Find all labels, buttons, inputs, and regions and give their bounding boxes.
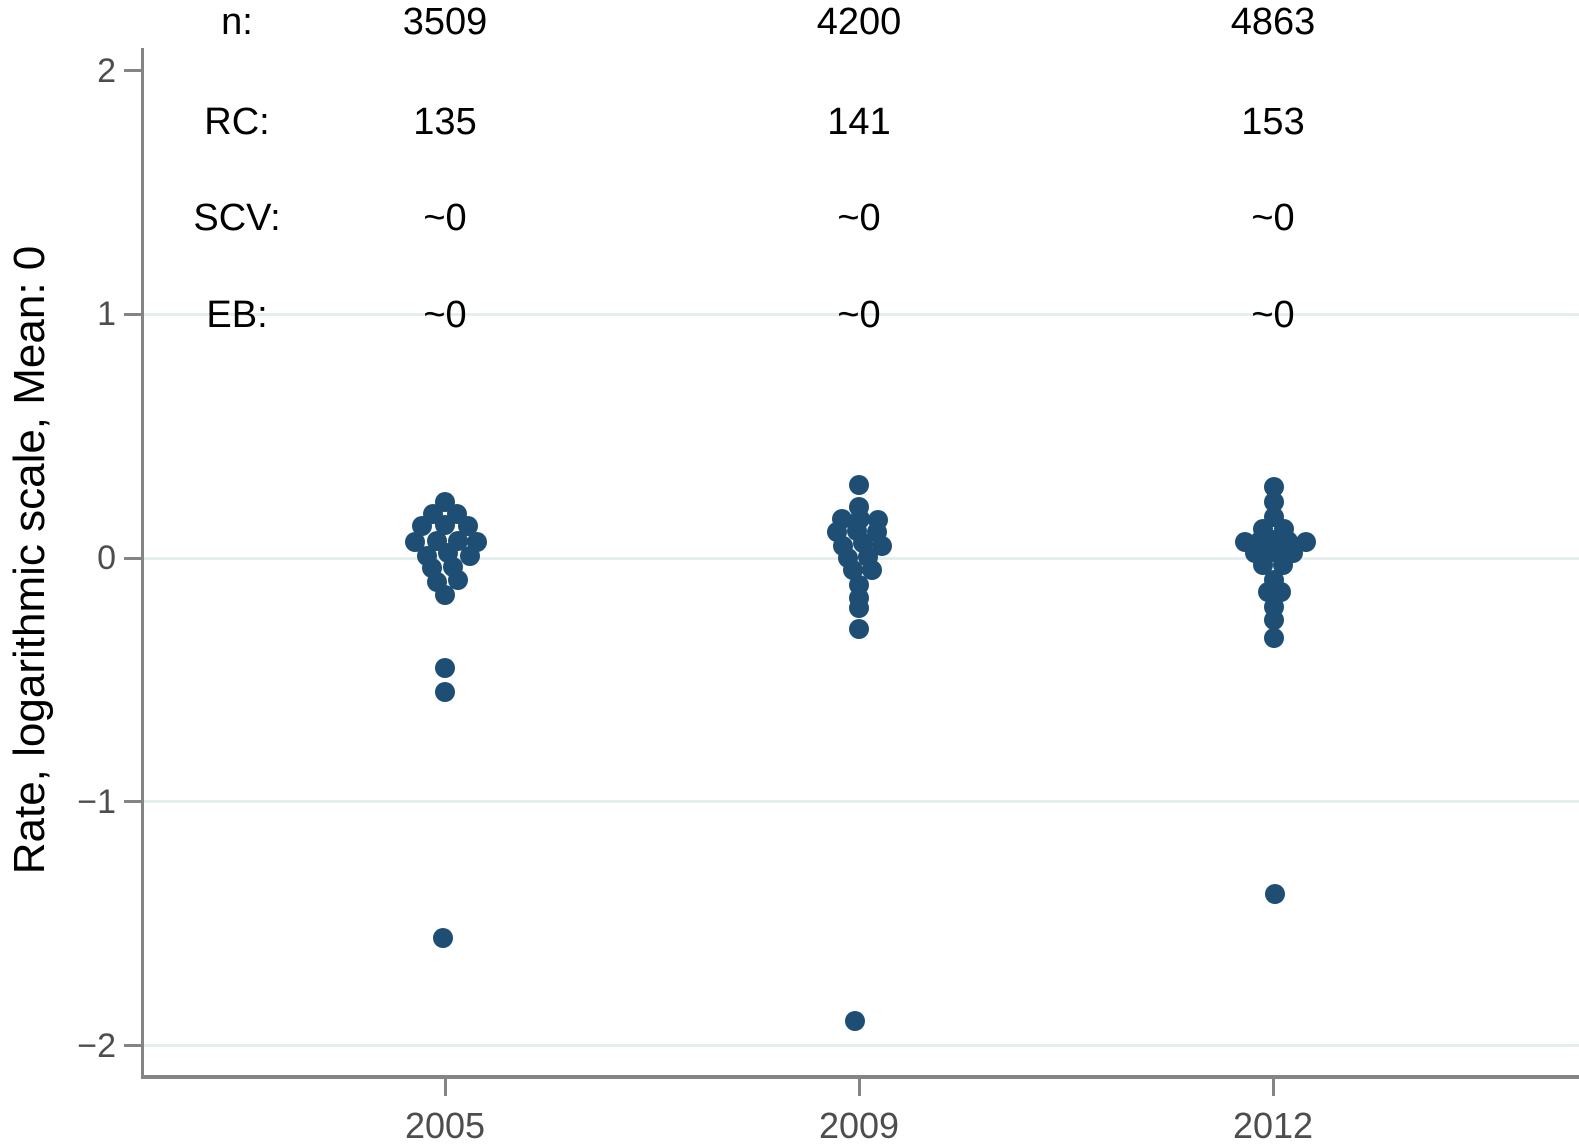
x-tick-label-2012: 2012 [1232, 1105, 1314, 1144]
y-tick-label--1: −1 [77, 782, 116, 821]
data-point-2005 [435, 657, 455, 678]
stat-row-label-n: n: [221, 1, 253, 43]
stat-value-eb-2012: ~0 [1251, 294, 1295, 336]
stat-value-eb-2005: ~0 [423, 294, 467, 336]
data-point-2005 [448, 569, 468, 590]
stat-row-label-rc: RC: [204, 101, 270, 143]
stat-value-n-2005: 3509 [402, 1, 488, 43]
stat-value-n-2009: 4200 [816, 1, 902, 43]
data-point-2005 [435, 682, 455, 703]
data-point-2005 [433, 928, 453, 949]
data-point-2009 [849, 474, 869, 495]
data-point-2005 [412, 516, 432, 537]
gridline-y--2 [143, 1044, 1579, 1047]
y-tick-label--2: −2 [77, 1026, 116, 1065]
data-point-2005 [435, 515, 455, 536]
stat-value-n-2012: 4863 [1230, 1, 1316, 43]
stat-value-rc-2005: 135 [413, 101, 477, 143]
y-tick-1 [124, 312, 143, 316]
gridline-y-1 [143, 312, 1579, 316]
x-tick-2005 [443, 1077, 447, 1096]
y-tick--1 [124, 800, 143, 804]
data-point-2012 [1265, 884, 1285, 905]
data-point-2012 [1264, 610, 1284, 631]
data-point-2012 [1253, 555, 1273, 576]
data-point-2005 [435, 584, 455, 605]
data-point-2005 [458, 516, 478, 537]
gridline-y--1 [143, 800, 1579, 804]
stat-row-label-eb: EB: [206, 294, 268, 336]
y-tick-label-1: 1 [97, 295, 116, 334]
data-point-2009 [849, 597, 869, 618]
stat-value-rc-2012: 153 [1241, 101, 1305, 143]
stat-value-eb-2009: ~0 [837, 294, 881, 336]
y-tick-0 [124, 556, 143, 560]
data-point-2009 [849, 618, 869, 639]
x-tick-2012 [1271, 1077, 1275, 1096]
y-axis-line [141, 48, 144, 1079]
x-tick-label-2005: 2005 [404, 1105, 486, 1144]
data-point-2009 [872, 535, 892, 556]
stat-row-label-scv: SCV: [193, 197, 281, 239]
y-tick-label-0: 0 [97, 539, 116, 577]
y-tick--2 [124, 1044, 143, 1047]
y-tick-2 [124, 69, 143, 72]
data-point-2009 [862, 560, 882, 581]
stat-value-scv-2009: ~0 [837, 197, 881, 239]
stat-value-scv-2005: ~0 [423, 197, 467, 239]
data-point-2005 [460, 545, 480, 566]
x-tick-2009 [857, 1077, 861, 1096]
y-tick-label-2: 2 [97, 51, 116, 90]
data-point-2012 [1264, 628, 1284, 649]
data-point-2009 [845, 1011, 865, 1032]
stat-value-rc-2009: 141 [827, 101, 891, 143]
stat-value-scv-2012: ~0 [1251, 197, 1295, 239]
x-tick-label-2009: 2009 [818, 1105, 900, 1144]
